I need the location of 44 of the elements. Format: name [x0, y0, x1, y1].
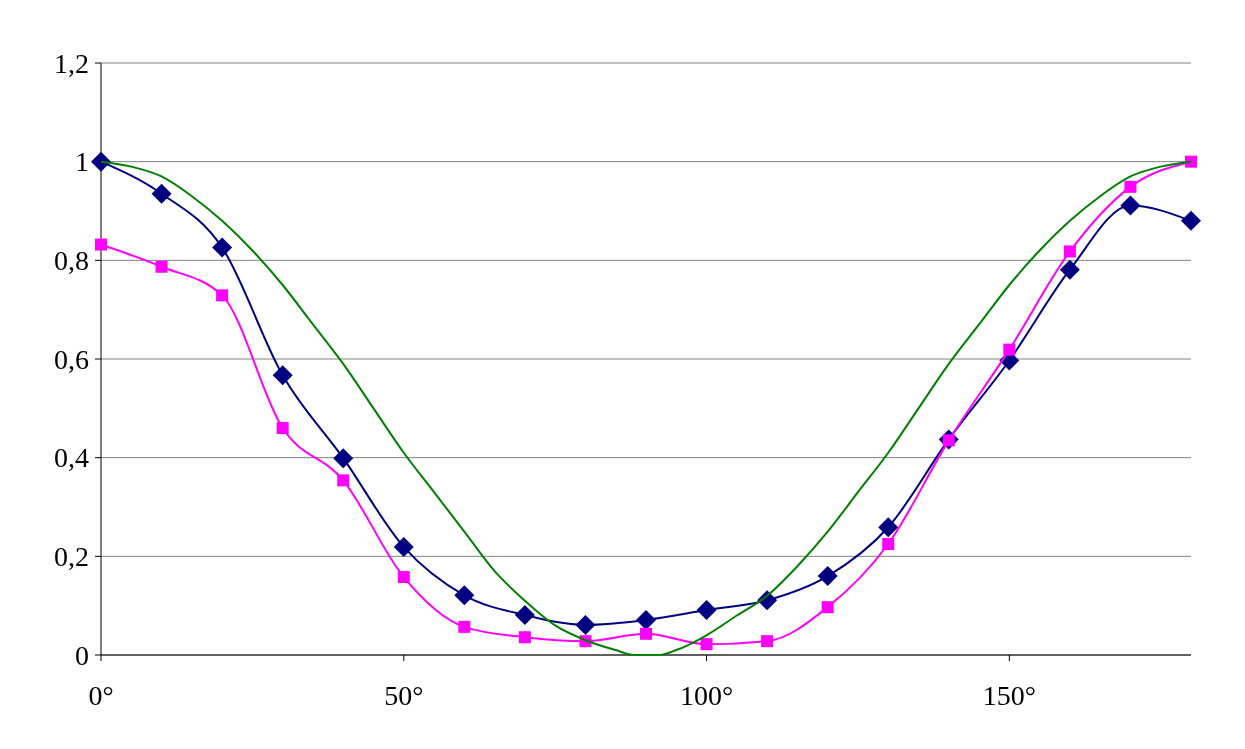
point	[575, 614, 596, 635]
point	[458, 620, 471, 633]
x-tick-label: 0°	[88, 680, 114, 711]
x-tick-label: 100°	[679, 680, 734, 711]
point	[878, 517, 899, 538]
point	[95, 238, 107, 251]
point	[1003, 343, 1016, 356]
point	[518, 631, 531, 644]
y-tick-label: 0	[75, 639, 89, 671]
point	[337, 474, 350, 487]
point	[276, 422, 289, 435]
point	[817, 566, 838, 587]
point	[1059, 259, 1080, 280]
point	[151, 183, 172, 204]
y-tick-label: 0,8	[54, 245, 89, 277]
point	[272, 365, 293, 386]
y-tick-label: 1	[75, 146, 89, 178]
point	[1181, 210, 1201, 231]
point	[216, 289, 229, 302]
point	[696, 600, 717, 621]
y-tick-label: 0,2	[54, 541, 89, 573]
point	[1120, 195, 1141, 216]
point	[1124, 180, 1137, 193]
point	[454, 585, 475, 606]
point	[636, 609, 656, 630]
point	[761, 635, 774, 648]
point	[700, 638, 713, 651]
point	[1063, 245, 1076, 258]
point	[155, 260, 168, 273]
point	[212, 237, 233, 258]
point	[91, 151, 111, 172]
point	[882, 538, 895, 550]
point	[640, 627, 652, 640]
y-tick-label: 0,4	[54, 442, 89, 474]
point	[1185, 155, 1197, 168]
point	[514, 605, 535, 626]
point	[393, 536, 414, 557]
x-tick-label: 150°	[982, 680, 1036, 711]
y-tick-label: 0,6	[54, 343, 89, 375]
x-tick-label: 50°	[384, 680, 424, 711]
point	[821, 601, 834, 614]
point	[333, 448, 354, 469]
y-tick-label: 1,2	[54, 47, 89, 79]
point	[397, 571, 410, 584]
